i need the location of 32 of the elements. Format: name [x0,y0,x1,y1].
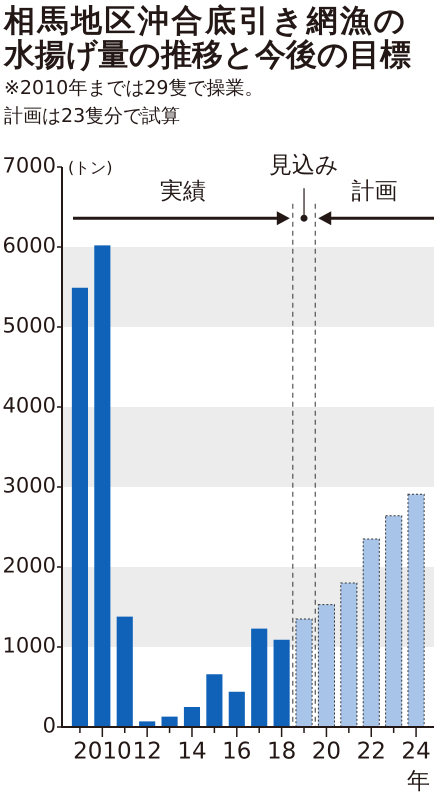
y-tick-label: 3000 [2,473,56,498]
bar [228,692,245,727]
bar [274,640,290,727]
y-tick-label: 0 [42,713,56,738]
x-tick-label: 14 [177,738,207,764]
bar [116,616,133,727]
bar [72,288,88,727]
y-tick-label: 5000 [2,313,56,338]
y-tick-label: 7000 [2,153,56,178]
y-axis-title: (トン) [68,158,112,178]
annotation: 計画 [352,178,398,205]
bar [251,628,268,727]
bar [94,245,110,727]
y-tick-label: 4000 [2,393,56,418]
x-tick-label: 18 [266,738,296,764]
y-tick-label: 6000 [2,233,56,258]
x-axis-title: 年 [407,768,430,794]
chart-subtitle: ※2010年までは29隻で操業。計画は23隻分で試算 [4,76,264,129]
x-tick-label: 12 [132,738,162,764]
bar [206,674,222,727]
x-tick-label: 24 [401,738,431,764]
x-tick-label: 16 [222,738,252,764]
bar [162,716,178,727]
chart-title: 相馬地区沖合底引き網漁の水揚げ量の推移と今後の目標 [4,3,412,73]
y-tick-label: 1000 [2,633,56,658]
y-tick-label: 2000 [2,553,56,578]
annotation: 実績 [160,178,206,205]
x-tick-label: 2010 [73,738,132,764]
x-tick-label: 20 [312,738,342,764]
x-tick-label: 22 [356,738,386,764]
annotation: 見込み [269,152,340,179]
bar [184,707,200,727]
